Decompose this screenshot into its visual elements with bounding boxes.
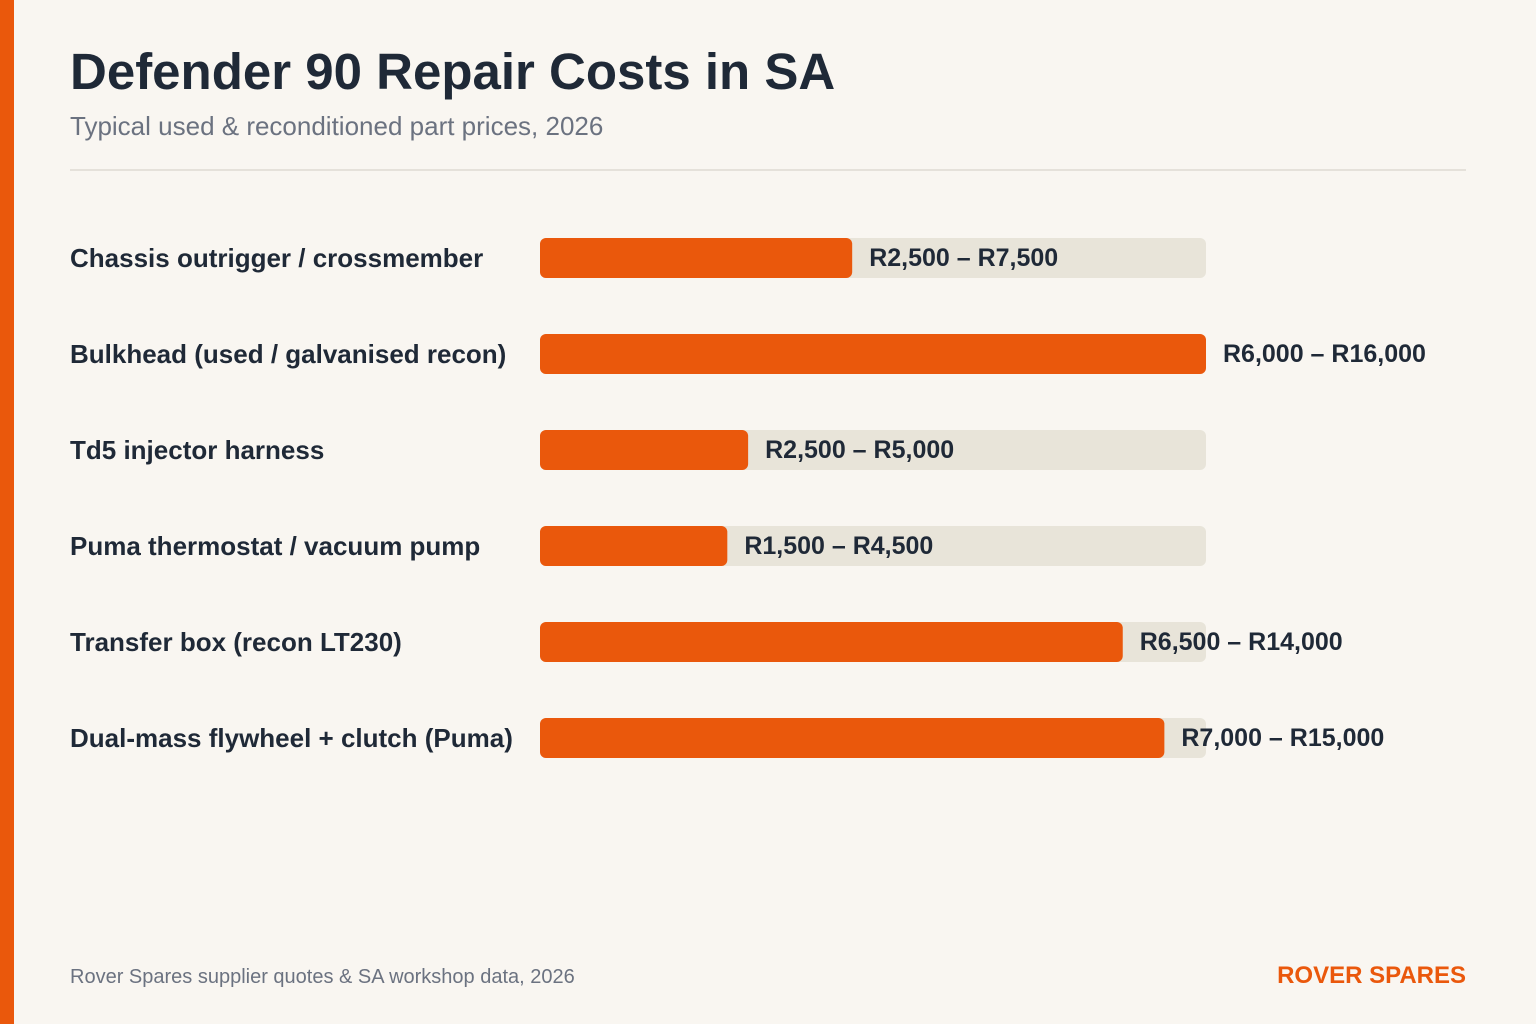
chart-subtitle: Typical used & reconditioned part prices… xyxy=(70,111,604,141)
bar xyxy=(540,430,749,470)
data-label: R7,000 – R15,000 xyxy=(1181,724,1384,752)
bar-chart: Chassis outrigger / crossmember R2,500 – … xyxy=(70,238,1426,758)
header-divider xyxy=(70,169,1466,171)
category-label: Td5 injector harness xyxy=(70,435,324,465)
brand-logo-text: ROVER SPARES xyxy=(1277,962,1466,989)
category-label: Bulkhead (used / galvanised recon) xyxy=(70,339,506,369)
bar xyxy=(540,238,853,278)
data-label: R2,500 – R5,000 xyxy=(765,436,954,464)
bar xyxy=(540,718,1165,758)
category-label: Chassis outrigger / crossmember xyxy=(70,243,483,273)
category-label: Puma thermostat / vacuum pump xyxy=(70,531,480,561)
category-label: Dual-mass flywheel + clutch (Puma) xyxy=(70,723,513,753)
data-label: R6,000 – R16,000 xyxy=(1223,340,1426,368)
data-label: R1,500 – R4,500 xyxy=(744,532,933,560)
accent-stripe xyxy=(0,0,14,1024)
bar xyxy=(540,526,728,566)
source-note: Rover Spares supplier quotes & SA worksh… xyxy=(70,966,575,988)
bar xyxy=(540,334,1206,374)
category-label: Transfer box (recon LT230) xyxy=(70,627,402,657)
chart-title: Defender 90 Repair Costs in SA xyxy=(70,43,836,100)
data-label: R2,500 – R7,500 xyxy=(869,244,1058,272)
bar xyxy=(540,622,1123,662)
data-label: R6,500 – R14,000 xyxy=(1140,628,1343,656)
